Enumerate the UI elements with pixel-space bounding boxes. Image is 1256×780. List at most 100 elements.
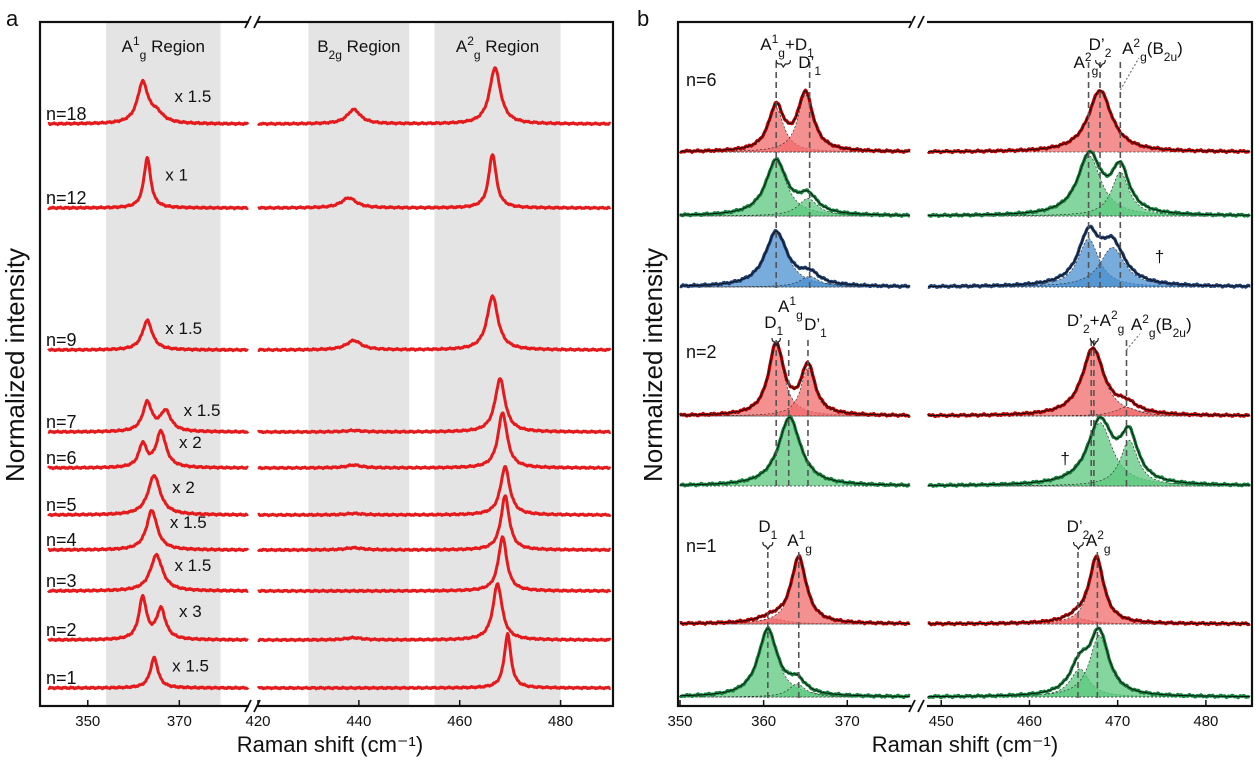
panel-letter-b: b (637, 6, 649, 31)
axis-break-mark-a-top-2 (253, 15, 261, 29)
spectrum-n=4-seg0 (47, 509, 250, 553)
peak-label-10: D1 (758, 517, 777, 542)
multiplier-n=9: x 1.5 (165, 319, 202, 338)
tick-label-b-360: 360 (751, 713, 776, 730)
series-label-n=4: n=4 (46, 530, 77, 550)
spectrum-n=3-seg0 (47, 552, 249, 594)
fit-total-n=6-green-1 (928, 151, 1250, 216)
peak-label-12: D’2 (1067, 517, 1090, 542)
multiplier-n=3: x 1.5 (174, 556, 211, 575)
spectrum-n=6-seg0 (47, 428, 249, 471)
peak-label-8: D’2+A2g (1067, 308, 1124, 336)
region-band-A2g (434, 23, 561, 705)
panel-a-frame (38, 20, 615, 708)
fit-component-n=6-green-0-1 (679, 198, 911, 217)
multiplier-n=12: x 1 (165, 165, 188, 184)
peak-label-9: A2g(B2u) (1131, 312, 1192, 340)
peak-label-2: A2g (1074, 50, 1099, 78)
group-label-n=1: n=1 (686, 536, 717, 556)
multiplier-n=1: x 1.5 (172, 656, 209, 675)
spectrum-n=7-seg0 (47, 398, 250, 435)
peak-label-0: A1g+D1 (760, 32, 814, 60)
multiplier-n=18: x 1.5 (174, 87, 211, 106)
series-label-n=1: n=1 (46, 668, 77, 688)
series-label-n=6: n=6 (46, 448, 77, 468)
multiplier-n=5: x 2 (172, 478, 195, 497)
spectrum-n=12-seg1 (257, 153, 612, 211)
brace-1 (1095, 59, 1106, 69)
spectrum-n=5-seg0 (47, 474, 249, 518)
series-label-n=7: n=7 (46, 412, 77, 432)
peak-label-11: A1g (787, 528, 812, 556)
axis-break-mark-a-bottom-2 (253, 699, 261, 713)
peak-label-7: D’1 (804, 315, 827, 340)
axis-break-mark-a-top-1 (244, 15, 252, 29)
peak-label-13: A2g (1086, 528, 1111, 556)
panel-a-xlabel: Raman shift (cm⁻¹) (237, 732, 423, 757)
spectrum-n=2-seg0 (47, 593, 249, 643)
tick-label-b-370: 370 (835, 713, 860, 730)
brace-4 (762, 541, 774, 551)
series-label-n=3: n=3 (46, 571, 77, 591)
peak-label-6: A1g (778, 294, 803, 322)
multiplier-n=2: x 3 (179, 602, 202, 621)
axis-break-mark-a-bottom-1 (244, 699, 252, 713)
axis-break-mark-b-bottom-2 (917, 699, 925, 713)
region-label-B2g: B2g Region (317, 37, 400, 62)
tick-label-b-450: 450 (929, 713, 954, 730)
spectrum-n=3-seg1 (257, 535, 612, 594)
tick-label-a-460: 460 (447, 713, 472, 730)
peak-label-1: D’1 (798, 53, 821, 78)
fit-total-n=1-green-1 (928, 627, 1250, 698)
leader-line-n6 (1119, 57, 1140, 91)
spectrum-n=12-seg0 (47, 156, 249, 211)
tick-label-a-420: 420 (245, 713, 270, 730)
fit-total-n=1-red-1 (928, 555, 1250, 625)
group-label-n=6: n=6 (686, 70, 717, 90)
multiplier-n=6: x 2 (179, 433, 202, 452)
spectrum-n=9-seg1 (257, 294, 612, 353)
region-band-A1g (106, 23, 221, 705)
tick-label-a-350: 350 (75, 713, 100, 730)
fit-total-n=2-green-0 (680, 416, 910, 486)
tick-label-b-480: 480 (1193, 713, 1218, 730)
tick-label-a-480: 480 (548, 713, 573, 730)
region-band-B2g (308, 23, 410, 705)
series-label-n=9: n=9 (46, 330, 77, 350)
series-label-n=12: n=12 (46, 188, 87, 208)
tick-label-b-460: 460 (1017, 713, 1042, 730)
tick-label-b-350: 350 (667, 713, 692, 730)
brace-0 (775, 59, 791, 69)
spectrum-n=6-seg1 (257, 411, 612, 471)
axis-break-gap-b (911, 14, 927, 714)
fit-component-n=6-blue-0-0 (679, 232, 911, 288)
fit-total-n=6-red-0 (680, 90, 910, 152)
multiplier-n=7: x 1.5 (184, 401, 221, 420)
fit-total-n=2-red-1 (928, 347, 1250, 416)
peak-label-3: D’2 (1089, 35, 1112, 60)
spectrum-n=7-seg1 (257, 377, 612, 435)
multiplier-n=4: x 1.5 (170, 513, 207, 532)
axis-break-gap-a (249, 14, 257, 714)
spectrum-n=18-seg0 (47, 78, 250, 127)
fit-total-n=2-green-1 (928, 416, 1250, 486)
fit-total-n=6-green-0 (680, 158, 910, 216)
panel-a: a A1g Region B2g Region A2g Region n=18 x 1… (0, 6, 615, 757)
leader-line-n2 (1126, 333, 1141, 351)
fit-total-n=1-red-0 (680, 556, 910, 624)
dagger-0: † (1155, 247, 1164, 266)
fit-component-n=1-green-1-1 (927, 635, 1251, 698)
fit-total-n=1-green-0 (680, 628, 910, 697)
spectrum-n=5-seg1 (257, 465, 612, 518)
spectrum-n=4-seg1 (256, 494, 612, 553)
brace-2 (771, 337, 781, 347)
axis-break-mark-b-bottom-1 (908, 699, 916, 713)
axis-break-mark-b-top-2 (917, 15, 925, 29)
fit-component-n=1-red-1-1 (927, 558, 1251, 625)
spectrum-n=2-seg1 (257, 582, 612, 643)
tick-label-a-370: 370 (167, 713, 192, 730)
fit-total-n=2-red-0 (679, 341, 910, 416)
peak-label-5: D1 (764, 313, 783, 338)
